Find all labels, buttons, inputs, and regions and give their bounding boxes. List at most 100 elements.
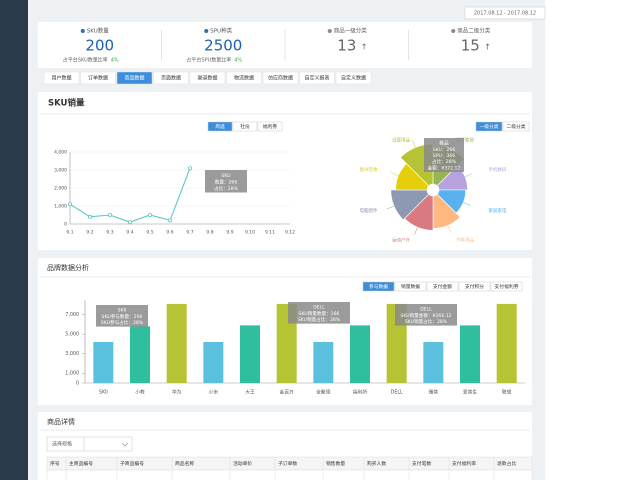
tooltip-text: 鞋品 [439,140,449,147]
line-point [68,202,73,207]
pie-wedge [390,189,430,221]
y-tick-label: 1,000 [54,204,67,210]
kpi-value: 200 [85,37,114,55]
line-point [127,220,132,225]
kpi-value: 15 [461,37,480,55]
kpi-icon [204,29,209,33]
toggle-button[interactable] [458,281,491,292]
toggle-button[interactable] [362,281,395,292]
tab-label: 自定义报表 [304,75,329,82]
sidebar [0,0,28,480]
line-point [187,166,192,171]
toggle-label: 销量数据 [401,283,420,290]
x-tick-label: 9.8 [206,230,213,236]
tab-label: 物流数据 [234,75,254,82]
kpi-label: 商品一级分类 [334,27,368,35]
tooltip-text: SKU销量占比：28% [405,318,448,325]
tab[interactable] [43,71,80,85]
kpi-label: SPU种类 [210,27,232,35]
kpi-rate: 4% [111,58,119,64]
x-tick-label: 9.5 [146,230,153,236]
kpi-arrow: ↑ [361,43,368,52]
tab[interactable] [262,71,299,85]
panel-title: 品牌数据分析 [47,263,89,272]
kpi-icon [327,29,332,33]
pie-leader [463,202,471,206]
pie-leader [464,173,473,178]
tooltip [288,302,350,324]
column-header: 子商品编号 [120,460,144,467]
y-tick-label: 7,000 [65,312,79,318]
x-tick-label: 联想 [502,389,512,396]
x-tick-label: DELL [391,390,403,396]
x-tick-label: 9.9 [226,230,233,236]
toggle-button[interactable] [257,121,283,132]
line-point [147,212,152,217]
tooltip [205,170,247,193]
table-row [46,469,533,480]
x-tick-label: 爱普生 [463,389,478,396]
tab[interactable] [226,71,262,85]
y-tick-label: 3,000 [54,168,67,174]
pie-label: 电脑配件 [360,207,378,214]
line-point [108,212,113,217]
kpi-label: 商品二级分类 [457,27,491,35]
toggle-button[interactable] [475,121,503,132]
x-tick-label: 9.6 [166,230,173,236]
column-header: 活动单价 [233,460,252,467]
tab-label: 自定义数据 [341,75,366,82]
y-tick-label: 2,000 [54,186,67,192]
column-header: 销售数量 [326,460,345,467]
pie-label: 汽车用品 [456,236,474,243]
tab[interactable] [335,71,372,85]
toggle-button[interactable] [490,281,523,292]
column-header: 退款占比 [497,460,516,467]
tooltip-text: SKU参与占比：28% [101,319,144,326]
tab[interactable] [153,71,189,85]
kpi-rate: 4% [234,58,242,64]
pie-label: 家居家电 [488,207,506,214]
x-tick-label: SKII [99,390,108,396]
toggle-label: 社份 [240,123,250,130]
toggle-label: 参与数据 [369,283,388,290]
pie-leader [390,172,399,176]
toggle-button[interactable] [232,121,258,132]
tab[interactable] [299,71,335,85]
toggle-button[interactable] [426,281,459,292]
toggle-button[interactable] [502,121,530,132]
kpi-value: 2500 [204,37,242,55]
line-point [88,214,93,219]
kpi-note: 占平台SKU数量比率 [63,57,108,64]
select-box[interactable] [46,436,133,452]
tab[interactable] [116,71,153,85]
tooltip-text: 金额：¥372.12 [428,164,461,171]
tab-label: 商品数据 [124,75,144,82]
bar [93,341,114,383]
tooltip-text: SKU [221,173,230,179]
tab[interactable] [189,71,226,85]
tooltip [96,305,148,327]
tab[interactable] [80,71,116,85]
pie-leader [386,205,395,210]
kpi-icon [80,29,85,33]
tooltip-text: SKU销量金额：¥266.12 [400,312,451,319]
x-tick-label: 9.2 [86,230,93,236]
toggle-label: 支付积分 [465,283,484,290]
x-tick-label: 9.7 [186,230,193,236]
toggle-button[interactable] [207,121,233,132]
column-header: 支付笔数 [412,460,431,467]
x-tick-label: 全聚德 [316,389,331,396]
tooltip-text: SKII [118,308,127,314]
bar [240,325,260,383]
tooltip-text: SKU参与数量：266 [102,313,143,320]
tooltip-text: SKU销量数量：166 [299,310,340,317]
tab-label: 页面数据 [161,75,181,82]
y-tick-label: 0 [76,381,79,387]
toggle-label: 二级分类 [506,123,525,130]
date-picker[interactable] [464,6,546,20]
kpi-arrow: ↑ [484,43,491,52]
panel-title: 商品详情 [47,417,75,426]
toggle-button[interactable] [394,281,427,292]
tooltip [395,304,457,326]
column-header: 序号 [50,460,60,467]
